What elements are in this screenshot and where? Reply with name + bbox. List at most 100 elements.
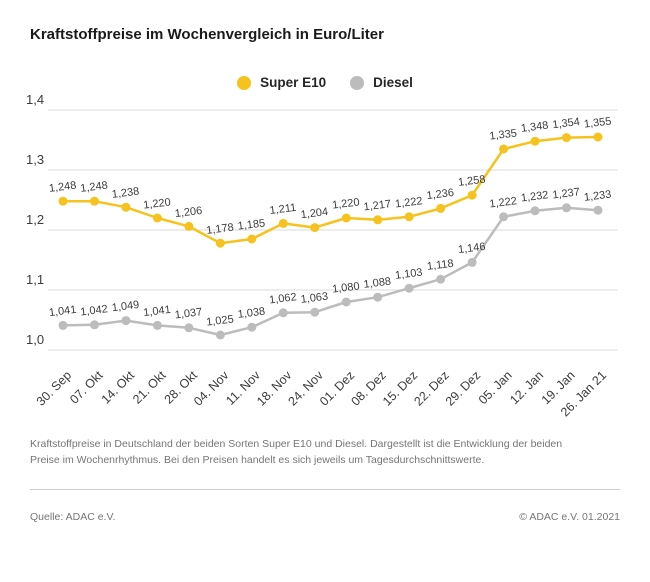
data-point xyxy=(215,330,225,340)
data-point xyxy=(499,144,509,154)
data-point xyxy=(499,212,509,222)
data-point xyxy=(247,234,257,244)
value-label: 1,038 xyxy=(237,306,266,321)
data-point xyxy=(58,196,68,206)
data-point xyxy=(341,213,351,223)
data-point xyxy=(373,292,383,302)
chart-description: Kraftstoffpreise in Deutschland der beid… xyxy=(30,438,563,467)
data-point xyxy=(152,320,162,330)
y-axis-label: 1,3 xyxy=(26,152,44,167)
value-label: 1,041 xyxy=(48,304,77,319)
value-label: 1,236 xyxy=(426,187,455,202)
data-point xyxy=(152,213,162,223)
data-point xyxy=(436,274,446,284)
data-point xyxy=(530,136,540,146)
value-label: 1,206 xyxy=(174,205,203,220)
data-point xyxy=(278,308,288,318)
copyright-label: © ADAC e.V. 01.2021 xyxy=(519,511,620,523)
value-label: 1,335 xyxy=(489,127,518,142)
data-point xyxy=(184,221,194,231)
legend-label: Super E10 xyxy=(260,75,327,90)
data-point xyxy=(121,202,131,212)
data-point xyxy=(58,320,68,330)
data-point xyxy=(404,212,414,222)
value-label: 1,220 xyxy=(143,196,172,211)
super-e10-dot-icon xyxy=(237,75,252,90)
data-point xyxy=(467,190,477,200)
footer: Quelle: ADAC e.V. © ADAC e.V. 01.2021 xyxy=(30,511,620,523)
legend-item-diesel: Diesel xyxy=(350,75,413,90)
value-label: 1,103 xyxy=(394,267,423,282)
data-point xyxy=(530,206,540,216)
x-axis-label: 21. Okt xyxy=(130,368,169,407)
value-label: 1,088 xyxy=(363,276,392,291)
value-label: 1,211 xyxy=(269,202,297,217)
value-label: 1,238 xyxy=(111,186,140,201)
x-axis-label: 12. Jan xyxy=(507,368,546,407)
value-label: 1,037 xyxy=(174,306,203,321)
data-point xyxy=(341,297,351,307)
value-label: 1,118 xyxy=(426,258,454,273)
value-label: 1,049 xyxy=(111,299,140,314)
data-point xyxy=(373,215,383,225)
value-label: 1,080 xyxy=(331,280,360,295)
data-point xyxy=(121,316,131,326)
value-label: 1,178 xyxy=(206,222,235,237)
value-label: 1,354 xyxy=(552,116,581,131)
footer-divider xyxy=(30,489,620,490)
data-point xyxy=(310,223,320,233)
value-label: 1,258 xyxy=(457,174,486,189)
value-label: 1,062 xyxy=(269,291,298,306)
x-axis-label: 30. Sep xyxy=(34,368,74,408)
data-point xyxy=(215,238,225,248)
value-label: 1,222 xyxy=(394,195,423,210)
value-label: 1,232 xyxy=(520,189,549,204)
data-point xyxy=(278,218,288,228)
value-label: 1,355 xyxy=(583,115,612,130)
series-line-diesel xyxy=(62,206,599,337)
data-point xyxy=(89,320,99,330)
data-point xyxy=(310,307,320,317)
data-point xyxy=(404,283,414,293)
source-label: Quelle: ADAC e.V. xyxy=(30,511,116,523)
data-point xyxy=(593,132,603,142)
y-axis-label: 1,4 xyxy=(26,92,44,107)
y-axis-label: 1,1 xyxy=(26,272,44,287)
value-label: 1,348 xyxy=(520,120,549,135)
value-label: 1,042 xyxy=(80,303,109,318)
value-label: 1,025 xyxy=(206,313,235,328)
value-label: 1,204 xyxy=(300,206,329,221)
value-label: 1,222 xyxy=(489,195,518,210)
legend-item-super-e10: Super E10 xyxy=(237,75,326,90)
data-point xyxy=(89,196,99,206)
chart-legend: Super E10 Diesel xyxy=(0,75,650,90)
data-point xyxy=(184,323,194,333)
value-label: 1,248 xyxy=(48,180,77,195)
x-axis-label: 04. Nov xyxy=(191,368,232,409)
value-label: 1,248 xyxy=(80,180,109,195)
series-line-super-e10 xyxy=(63,135,599,245)
data-point xyxy=(562,203,572,213)
value-label: 1,237 xyxy=(552,186,581,201)
x-axis-label: 07. Okt xyxy=(67,368,106,407)
diesel-dot-icon xyxy=(350,75,365,90)
data-point xyxy=(467,257,477,267)
y-axis-label: 1,2 xyxy=(26,212,44,227)
data-point xyxy=(562,133,572,143)
value-label: 1,217 xyxy=(363,198,392,213)
value-label: 1,220 xyxy=(331,196,360,211)
data-point xyxy=(593,205,603,215)
x-axis-label: 05. Jan xyxy=(476,368,515,407)
value-label: 1,063 xyxy=(300,291,329,306)
legend-label: Diesel xyxy=(373,75,413,90)
data-point xyxy=(436,203,446,213)
y-axis-label: 1,0 xyxy=(26,332,44,347)
data-point xyxy=(247,322,257,332)
value-label: 1,185 xyxy=(237,217,266,232)
value-label: 1,233 xyxy=(583,189,612,204)
x-axis-label: 29. Dez xyxy=(443,368,483,408)
value-label: 1,146 xyxy=(457,241,486,256)
value-label: 1,041 xyxy=(143,304,172,319)
